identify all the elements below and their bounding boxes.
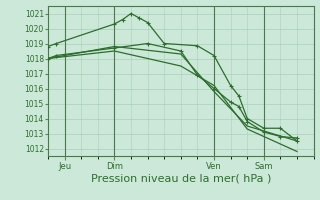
X-axis label: Pression niveau de la mer( hPa ): Pression niveau de la mer( hPa ) bbox=[91, 173, 271, 183]
